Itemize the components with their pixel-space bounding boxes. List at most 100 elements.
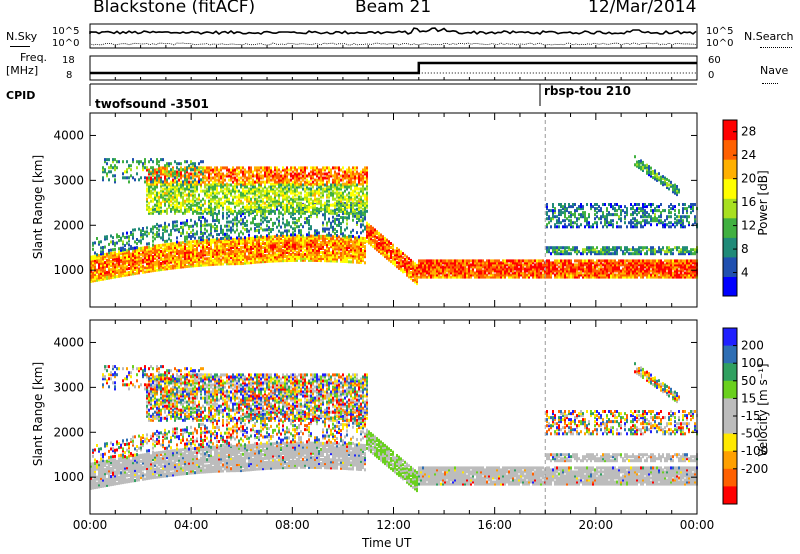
power-cell (252, 217, 254, 221)
power-cell (344, 206, 346, 210)
power-cell (162, 243, 164, 247)
power-cell (288, 255, 290, 258)
power-cell (208, 261, 210, 265)
power-cell (102, 271, 104, 275)
power-cell (114, 259, 116, 263)
power-cell (198, 193, 200, 197)
power-cell (144, 248, 146, 252)
power-cell (484, 263, 486, 267)
power-cell (416, 266, 418, 269)
power-cell (482, 263, 484, 267)
power-cell (340, 199, 342, 203)
power-cell (196, 222, 198, 226)
power-cell (166, 243, 168, 246)
power-cell (90, 263, 92, 267)
power-cell (336, 253, 338, 257)
power-cell (440, 275, 442, 279)
power-cell (138, 178, 140, 182)
power-cell (284, 172, 286, 176)
power-cell (350, 168, 352, 172)
power-cell (286, 246, 288, 250)
power-cell (234, 185, 236, 189)
power-cell (342, 195, 344, 199)
power-cell (354, 246, 356, 250)
power-cell (200, 228, 202, 231)
power-cell (186, 182, 188, 186)
power-cell (256, 166, 258, 170)
power-cell (374, 234, 376, 238)
power-cell (356, 242, 358, 246)
power-cell (346, 244, 348, 247)
power-cell (512, 261, 514, 265)
power-cell (206, 193, 208, 197)
power-cell (148, 257, 150, 261)
power-cell (108, 268, 110, 272)
power-cell (246, 229, 248, 233)
power-cell (192, 224, 194, 228)
freq-label-2: [MHz] (6, 64, 39, 77)
power-cell (104, 257, 106, 261)
power-cell (270, 249, 272, 253)
power-cell (296, 203, 298, 207)
power-cell (470, 275, 472, 279)
power-cell (424, 271, 426, 275)
power-cell (352, 246, 354, 250)
power-cell (334, 217, 336, 221)
power-cell (240, 166, 242, 170)
power-cell (232, 195, 234, 199)
power-cell (156, 178, 158, 182)
power-cell (380, 247, 382, 251)
power-cell (352, 207, 354, 211)
power-cell (310, 178, 312, 182)
power-cell (242, 180, 244, 184)
nsky-trace (89, 27, 697, 36)
power-cell (294, 233, 296, 237)
power-cell (296, 250, 298, 254)
power-cell (528, 269, 530, 273)
power-cell (270, 243, 272, 247)
power-cell (128, 271, 130, 274)
power-cell (356, 254, 358, 258)
power-cell (96, 237, 98, 240)
power-cell (284, 253, 286, 257)
power-cell (506, 261, 508, 265)
power-cell (160, 172, 162, 176)
power-cell (228, 228, 230, 232)
power-cell (150, 251, 152, 255)
power-cell (248, 170, 250, 174)
power-cell (338, 197, 340, 201)
power-cell (476, 265, 478, 269)
power-cell (268, 180, 270, 184)
power-cell (162, 228, 164, 232)
power-cell (180, 203, 182, 207)
power-cell (188, 195, 190, 199)
power-cell (208, 180, 210, 184)
power-cell (324, 257, 326, 261)
power-cell (192, 176, 194, 180)
power-cell (216, 240, 218, 244)
power-cell (208, 205, 210, 209)
power-cell (310, 174, 312, 178)
power-cell (324, 168, 326, 172)
power-cell (218, 170, 220, 174)
power-cell (94, 258, 96, 262)
power-cell (444, 271, 446, 275)
power-cell (288, 199, 290, 203)
power-cell (230, 183, 232, 187)
power-cell (258, 228, 260, 232)
power-cell (404, 263, 406, 267)
power-cell (168, 189, 170, 193)
power-cell (182, 259, 184, 263)
power-cell (310, 234, 312, 238)
power-cell (154, 172, 156, 176)
power-cell (318, 236, 320, 240)
power-cell (158, 260, 160, 264)
power-cell (214, 166, 216, 170)
power-cell (244, 251, 246, 255)
power-cell (240, 209, 242, 213)
power-cell (222, 172, 224, 176)
power-cell (296, 234, 298, 238)
power-cell (366, 201, 368, 205)
power-cell (172, 183, 174, 187)
power-cell (252, 240, 254, 244)
